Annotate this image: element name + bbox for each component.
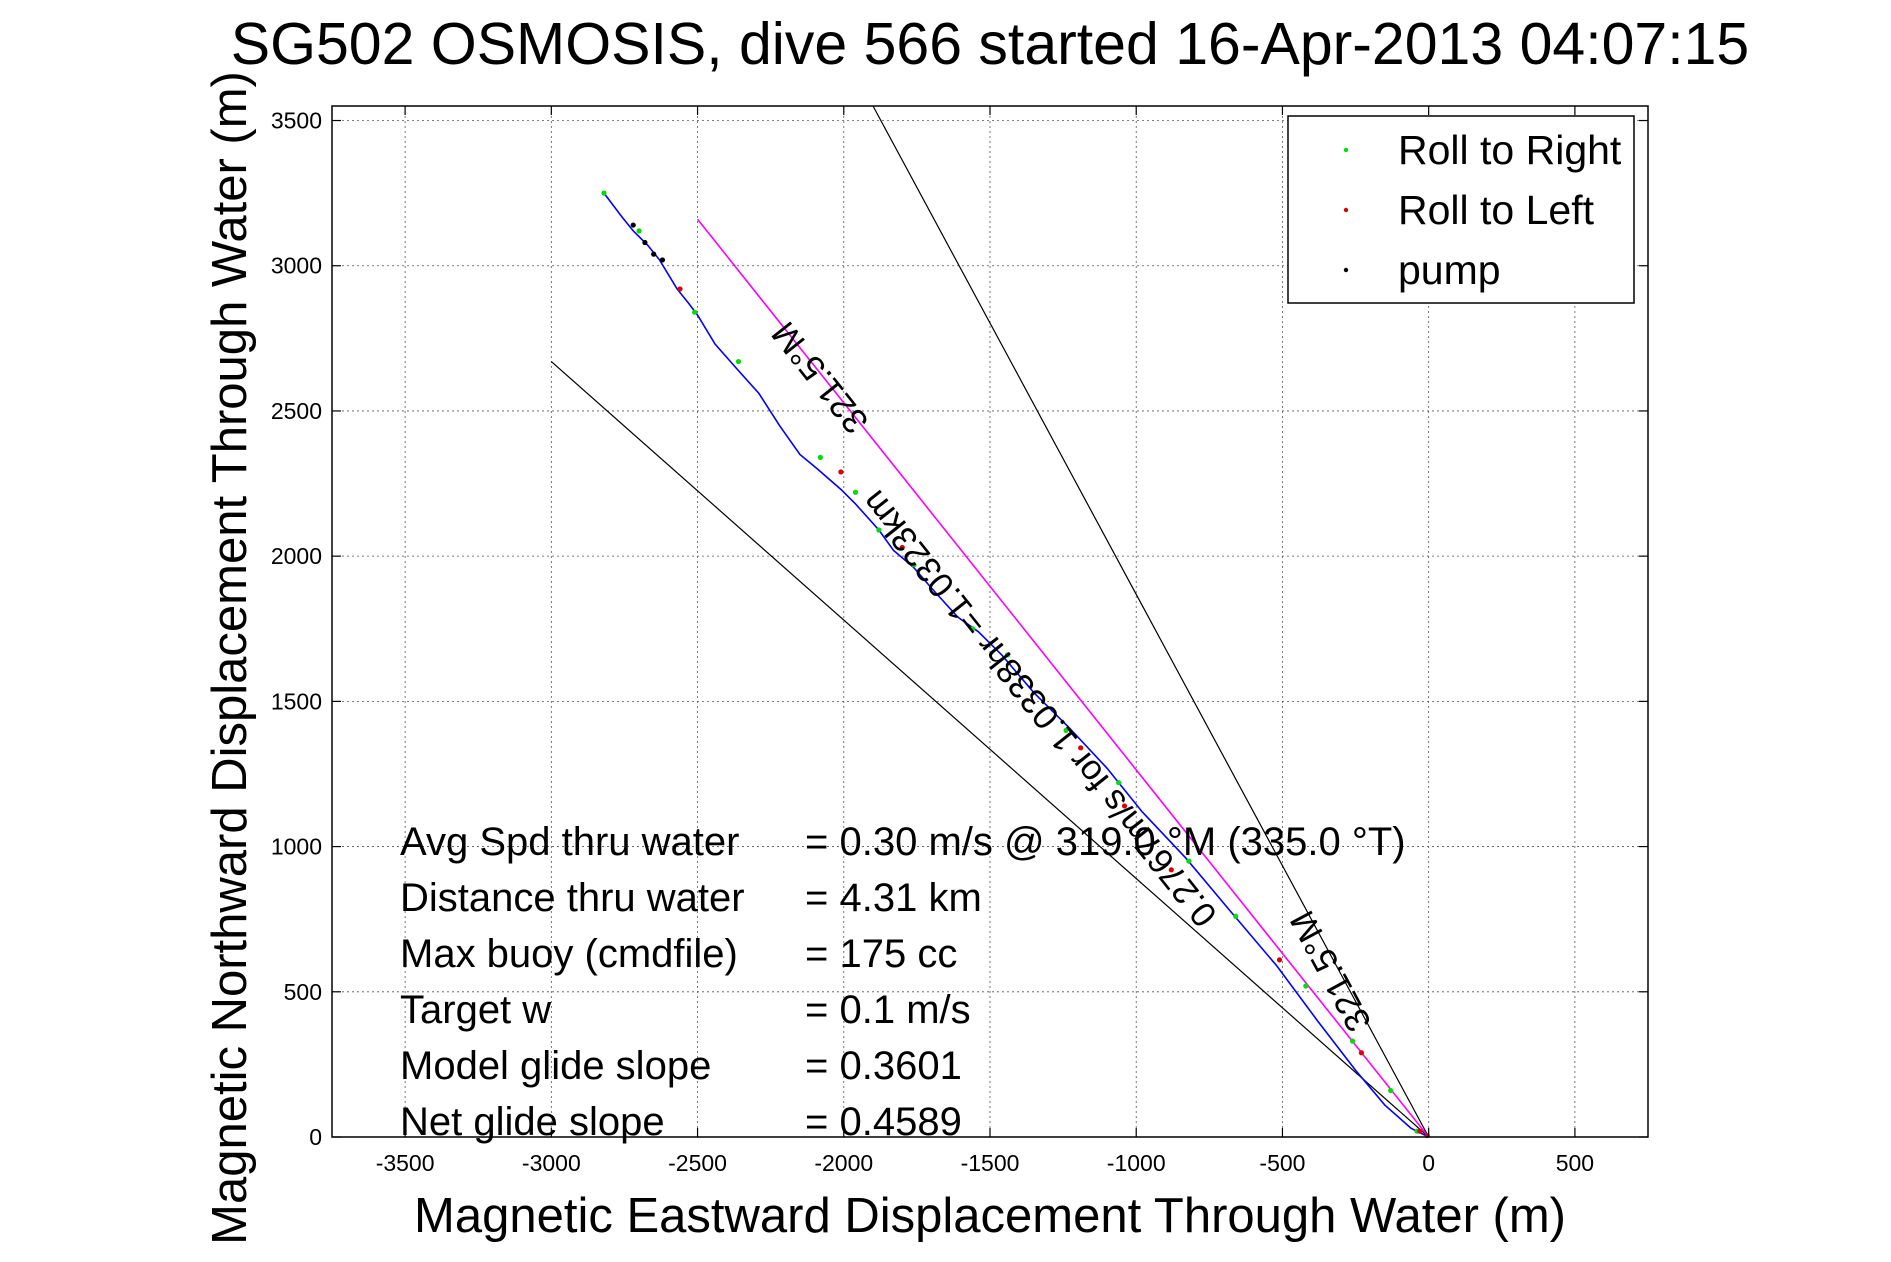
stats-block: Avg Spd thru water = 0.30 m/s @ 319.0 °M … — [400, 820, 1406, 1144]
roll-right-point — [636, 228, 642, 234]
roll-right-point — [601, 190, 607, 196]
stat-label: Distance thru water — [400, 876, 745, 920]
stat-value: = 4.31 km — [805, 876, 982, 920]
stat-value: = 0.1 m/s — [805, 988, 971, 1032]
legend-marker-roll-left — [1343, 207, 1349, 213]
roll-left-point — [1168, 867, 1174, 873]
y-tick-label: 3500 — [271, 108, 322, 134]
roll-right-point — [1303, 983, 1309, 989]
track-line — [603, 192, 1430, 1138]
roll-right-point — [817, 454, 823, 461]
pump-point — [651, 251, 657, 257]
axis-ticks: -3500 -3000 -2500 -2000 -1500 -1000 -500 0 500 0 5… — [271, 106, 1648, 1176]
roll-right-point — [876, 527, 882, 533]
stat-label: Model glide slope — [400, 1044, 711, 1088]
stat-value: = 0.4589 — [805, 1100, 962, 1144]
roll-left-point — [1276, 957, 1283, 963]
y-tick-label: 1000 — [271, 834, 322, 860]
stat-label: Net glide slope — [400, 1100, 665, 1144]
roll-right-point — [692, 309, 698, 315]
roll-right-point — [1388, 1087, 1394, 1094]
stat-value: = 0.30 m/s @ 319.0 °M (335.0 °T) — [805, 820, 1406, 864]
roll-right-point — [911, 562, 917, 568]
stat-label: Avg Spd thru water — [400, 820, 739, 864]
stat-label: Target w — [400, 988, 551, 1032]
roll-left-point — [677, 286, 683, 292]
x-tick-label: -3500 — [376, 1150, 435, 1176]
x-tick-label: -3000 — [522, 1150, 581, 1176]
y-tick-label: 500 — [284, 979, 322, 1005]
roll-right-point — [1004, 652, 1011, 658]
data-points — [601, 190, 1430, 1139]
x-tick-label: -1000 — [1107, 1150, 1166, 1176]
x-tick-label: 0 — [1422, 1150, 1435, 1176]
x-axis-label: Magnetic Eastward Displacement Through W… — [414, 1189, 1566, 1243]
y-tick-label: 1500 — [271, 688, 322, 714]
legend: Roll to Right Roll to Left pump — [1287, 115, 1635, 304]
reference-line — [550, 361, 1430, 1138]
roll-right-point — [1063, 727, 1069, 734]
x-tick-label: -2500 — [668, 1150, 727, 1176]
roll-right-point — [735, 358, 742, 365]
y-tick-label: 2000 — [271, 543, 322, 569]
y-tick-label: 2500 — [271, 398, 322, 424]
roll-right-point — [1233, 913, 1239, 919]
roll-left-point — [1121, 803, 1128, 809]
y-tick-label: 0 — [309, 1124, 322, 1150]
chart-title: SG502 OSMOSIS, dive 566 started 16-Apr-2… — [231, 11, 1750, 77]
stat-value: = 0.3601 — [805, 1044, 962, 1088]
stat-label: Max buoy (cmdfile) — [400, 932, 738, 976]
x-tick-label: 500 — [1556, 1150, 1594, 1176]
roll-left-point — [899, 544, 905, 551]
roll-left-point — [1078, 745, 1084, 751]
roll-right-point — [1116, 780, 1122, 786]
roll-left-point — [838, 469, 844, 475]
pump-point — [659, 257, 666, 263]
pump-point — [630, 222, 636, 228]
roll-left-point — [1358, 1050, 1365, 1056]
legend-entry-pump: pump — [1398, 247, 1501, 293]
legend-entry-roll-left: Roll to Left — [1398, 187, 1595, 233]
legend-entry-roll-right: Roll to Right — [1398, 127, 1622, 173]
reference-lines — [550, 105, 1430, 1138]
y-axis-label: Magnetic Northward Displacement Through … — [203, 71, 257, 1245]
legend-marker-pump — [1343, 267, 1349, 273]
roll-right-point — [852, 489, 859, 495]
roll-right-point — [969, 626, 976, 632]
x-tick-label: -500 — [1259, 1150, 1305, 1176]
roll-right-point — [1350, 1038, 1356, 1044]
y-tick-label: 3000 — [271, 253, 322, 279]
pump-point — [642, 239, 648, 246]
roll-right-point — [1186, 858, 1192, 864]
legend-marker-roll-right — [1343, 147, 1349, 153]
reference-line — [872, 105, 1430, 1138]
x-tick-label: -1500 — [961, 1150, 1020, 1176]
roll-left-point — [1417, 1128, 1423, 1134]
x-tick-label: -2000 — [814, 1150, 873, 1176]
stat-value: = 175 cc — [805, 932, 957, 976]
